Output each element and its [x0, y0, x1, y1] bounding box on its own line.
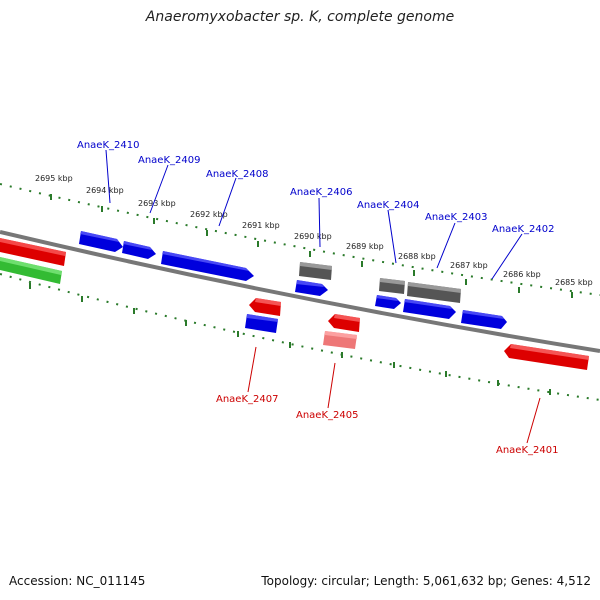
major-ticks [29, 194, 573, 395]
gene-blue-2404-below[interactable] [375, 295, 401, 309]
gene-anaek-2407[interactable] [249, 298, 281, 316]
gene-label: AnaeK_2402 [492, 224, 554, 235]
tick-label: 2691 kbp [242, 221, 280, 230]
tick-label: 2689 kbp [346, 242, 384, 251]
gene-anaek-2406-gray[interactable] [299, 262, 332, 280]
tick-label: 2690 kbp [294, 232, 332, 241]
gene-edge-green[interactable] [0, 257, 62, 284]
gene-edge-red[interactable] [0, 238, 66, 266]
gene-anaek-2403-gray[interactable] [407, 282, 461, 303]
tick-label: 2694 kbp [86, 186, 124, 195]
gene-label: AnaeK_2405 [296, 410, 358, 421]
gene-label: AnaeK_2410 [77, 140, 139, 151]
gene-label: AnaeK_2409 [138, 155, 200, 166]
gene-label: AnaeK_2406 [290, 187, 352, 198]
gene-label: AnaeK_2403 [425, 212, 487, 223]
accession-text: Accession: NC_011145 [9, 574, 146, 588]
gene-label: AnaeK_2408 [206, 169, 268, 180]
map-title: Anaeromyxobacter sp. K, complete genome [145, 9, 455, 25]
tick-label: 2695 kbp [35, 174, 73, 183]
tick-label: 2687 kbp [450, 261, 488, 270]
gene-blue-2406-below[interactable] [295, 280, 328, 296]
top-gene-labels: AnaeK_2410 AnaeK_2409 AnaeK_2408 AnaeK_2… [77, 140, 554, 235]
topology-text: Topology: circular; Length: 5,061,632 bp… [261, 574, 591, 588]
tick-label: 2688 kbp [398, 252, 436, 261]
tick-label: 2686 kbp [503, 270, 541, 279]
gene-pink-2405-below[interactable] [323, 331, 357, 349]
genome-backbone [0, 230, 600, 353]
gene-anaek-2404-gray[interactable] [379, 278, 405, 294]
tick-labels: 2695 kbp 2694 kbp 2693 kbp 2692 kbp 2691… [35, 174, 593, 287]
gene-blue-2403-below[interactable] [403, 299, 456, 319]
gene-anaek-2401[interactable] [504, 344, 589, 370]
tick-label: 2693 kbp [138, 199, 176, 208]
tick-label: 2685 kbp [555, 278, 593, 287]
tick-label: 2692 kbp [190, 210, 228, 219]
gene-label: AnaeK_2401 [496, 445, 558, 456]
label-leaders [105, 149, 541, 444]
gene-anaek-2408[interactable] [161, 251, 254, 281]
gene-anaek-2405[interactable] [328, 314, 360, 332]
gene-label: AnaeK_2407 [216, 394, 278, 405]
gene-label: AnaeK_2404 [357, 200, 419, 211]
gene-blue-2407-below[interactable] [245, 314, 278, 333]
bottom-gene-labels: AnaeK_2407 AnaeK_2405 AnaeK_2401 [216, 394, 558, 456]
gene-anaek-2409[interactable] [122, 241, 156, 259]
gene-anaek-2402[interactable] [461, 310, 507, 329]
gene-anaek-2410[interactable] [79, 231, 123, 252]
